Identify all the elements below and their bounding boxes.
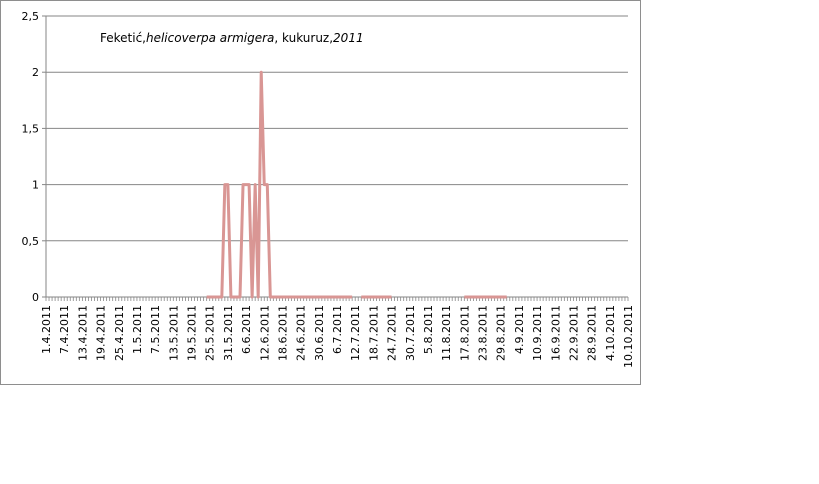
chart-area: 0 0,5 1 1,5 2 2,5 1.4.2011 7.4.2011 13.4.2011 19… [0, 0, 641, 385]
x-tick-label: 24.7.2011 [386, 305, 399, 361]
x-tick-label: 1.4.2011 [40, 305, 53, 354]
series-line [206, 70, 353, 299]
x-tick-label: 13.5.2011 [167, 305, 180, 361]
y-tick-label: 1,5 [22, 122, 40, 135]
chart-title-part: 2011 [333, 31, 364, 45]
x-tick-label: 12.7.2011 [349, 305, 362, 361]
x-axis-tick-labels: 1.4.2011 7.4.2011 13.4.2011 19.4.2011 25.4.2… [40, 305, 635, 368]
x-tick-label: 23.8.2011 [477, 305, 490, 361]
x-tick-label: 13.4.2011 [76, 305, 89, 361]
y-tick-label: 0,5 [22, 235, 40, 248]
x-tick-label: 7.4.2011 [58, 305, 71, 354]
y-tick-label: 2 [32, 66, 39, 79]
x-tick-label: 29.8.2011 [495, 305, 508, 361]
x-tick-label: 5.8.2011 [422, 305, 435, 354]
x-tick-label: 30.6.2011 [313, 305, 326, 361]
y-tick-label: 0 [32, 291, 39, 304]
x-tick-label: 22.9.2011 [567, 305, 580, 361]
x-tick-label: 1.5.2011 [131, 305, 144, 354]
series-layer [206, 70, 507, 299]
gridlines [46, 15, 628, 242]
x-tick-label: 16.9.2011 [549, 305, 562, 361]
x-tick-label: 31.5.2011 [222, 305, 235, 361]
x-tick-label: 11.8.2011 [440, 305, 453, 361]
x-tick-label: 4.9.2011 [513, 305, 526, 354]
x-tick-label: 17.8.2011 [458, 305, 471, 361]
x-tick-label: 30.7.2011 [404, 305, 417, 361]
x-tick-label: 25.5.2011 [204, 305, 217, 361]
x-tick-label: 24.6.2011 [295, 305, 308, 361]
x-tick-label: 4.10.2011 [604, 305, 617, 361]
y-tick-label: 1 [32, 179, 39, 192]
x-tick-label: 10.9.2011 [531, 305, 544, 361]
x-tick-label: 25.4.2011 [113, 305, 126, 361]
chart-title-part: , kukuruz, [274, 31, 333, 45]
x-tick-label: 18.7.2011 [367, 305, 380, 361]
axes [42, 15, 629, 301]
line-chart: 0 0,5 1 1,5 2 2,5 1.4.2011 7.4.2011 13.4.2011 19… [22, 10, 636, 368]
chart-title-part: Feketić, [100, 31, 146, 45]
y-axis-tick-labels: 0 0,5 1 1,5 2 2,5 [22, 10, 40, 304]
x-tick-label: 6.7.2011 [331, 305, 344, 354]
x-tick-label: 6.6.2011 [240, 305, 253, 354]
x-tick-label: 28.9.2011 [586, 305, 599, 361]
x-tick-label: 19.5.2011 [186, 305, 199, 361]
chart-title-part: helicoverpa armigera [146, 31, 274, 45]
x-tick-label: 19.4.2011 [95, 305, 108, 361]
x-tick-label: 10.10.2011 [622, 305, 635, 368]
y-tick-label: 2,5 [22, 10, 40, 23]
x-tick-label: 18.6.2011 [276, 305, 289, 361]
x-tick-label: 12.6.2011 [258, 305, 271, 361]
chart-title: Feketić,helicoverpa armigera, kukuruz,20… [100, 31, 364, 45]
x-tick-label: 7.5.2011 [149, 305, 162, 354]
